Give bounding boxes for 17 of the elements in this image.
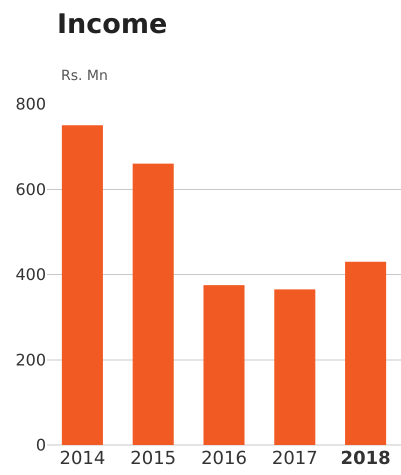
x-tick-label: 2017 [272, 448, 318, 469]
x-tick-label: 2015 [130, 448, 176, 469]
chart-title: Income [57, 8, 168, 40]
y-tick-label: 400 [15, 265, 46, 284]
x-tick-label: 2016 [201, 448, 247, 469]
x-tick-label: 2018 [340, 448, 391, 469]
x-tick-label: 2014 [59, 448, 106, 469]
bar [62, 125, 103, 445]
bar [132, 164, 174, 445]
chart-subtitle: Rs. Mn [61, 68, 108, 84]
bar [203, 285, 245, 445]
y-tick-label: 800 [15, 94, 46, 114]
bar [274, 289, 316, 445]
y-tick-label: 600 [15, 180, 46, 199]
bar [345, 262, 386, 445]
y-tick-label: 0 [36, 436, 46, 455]
y-tick-label: 200 [15, 350, 46, 370]
